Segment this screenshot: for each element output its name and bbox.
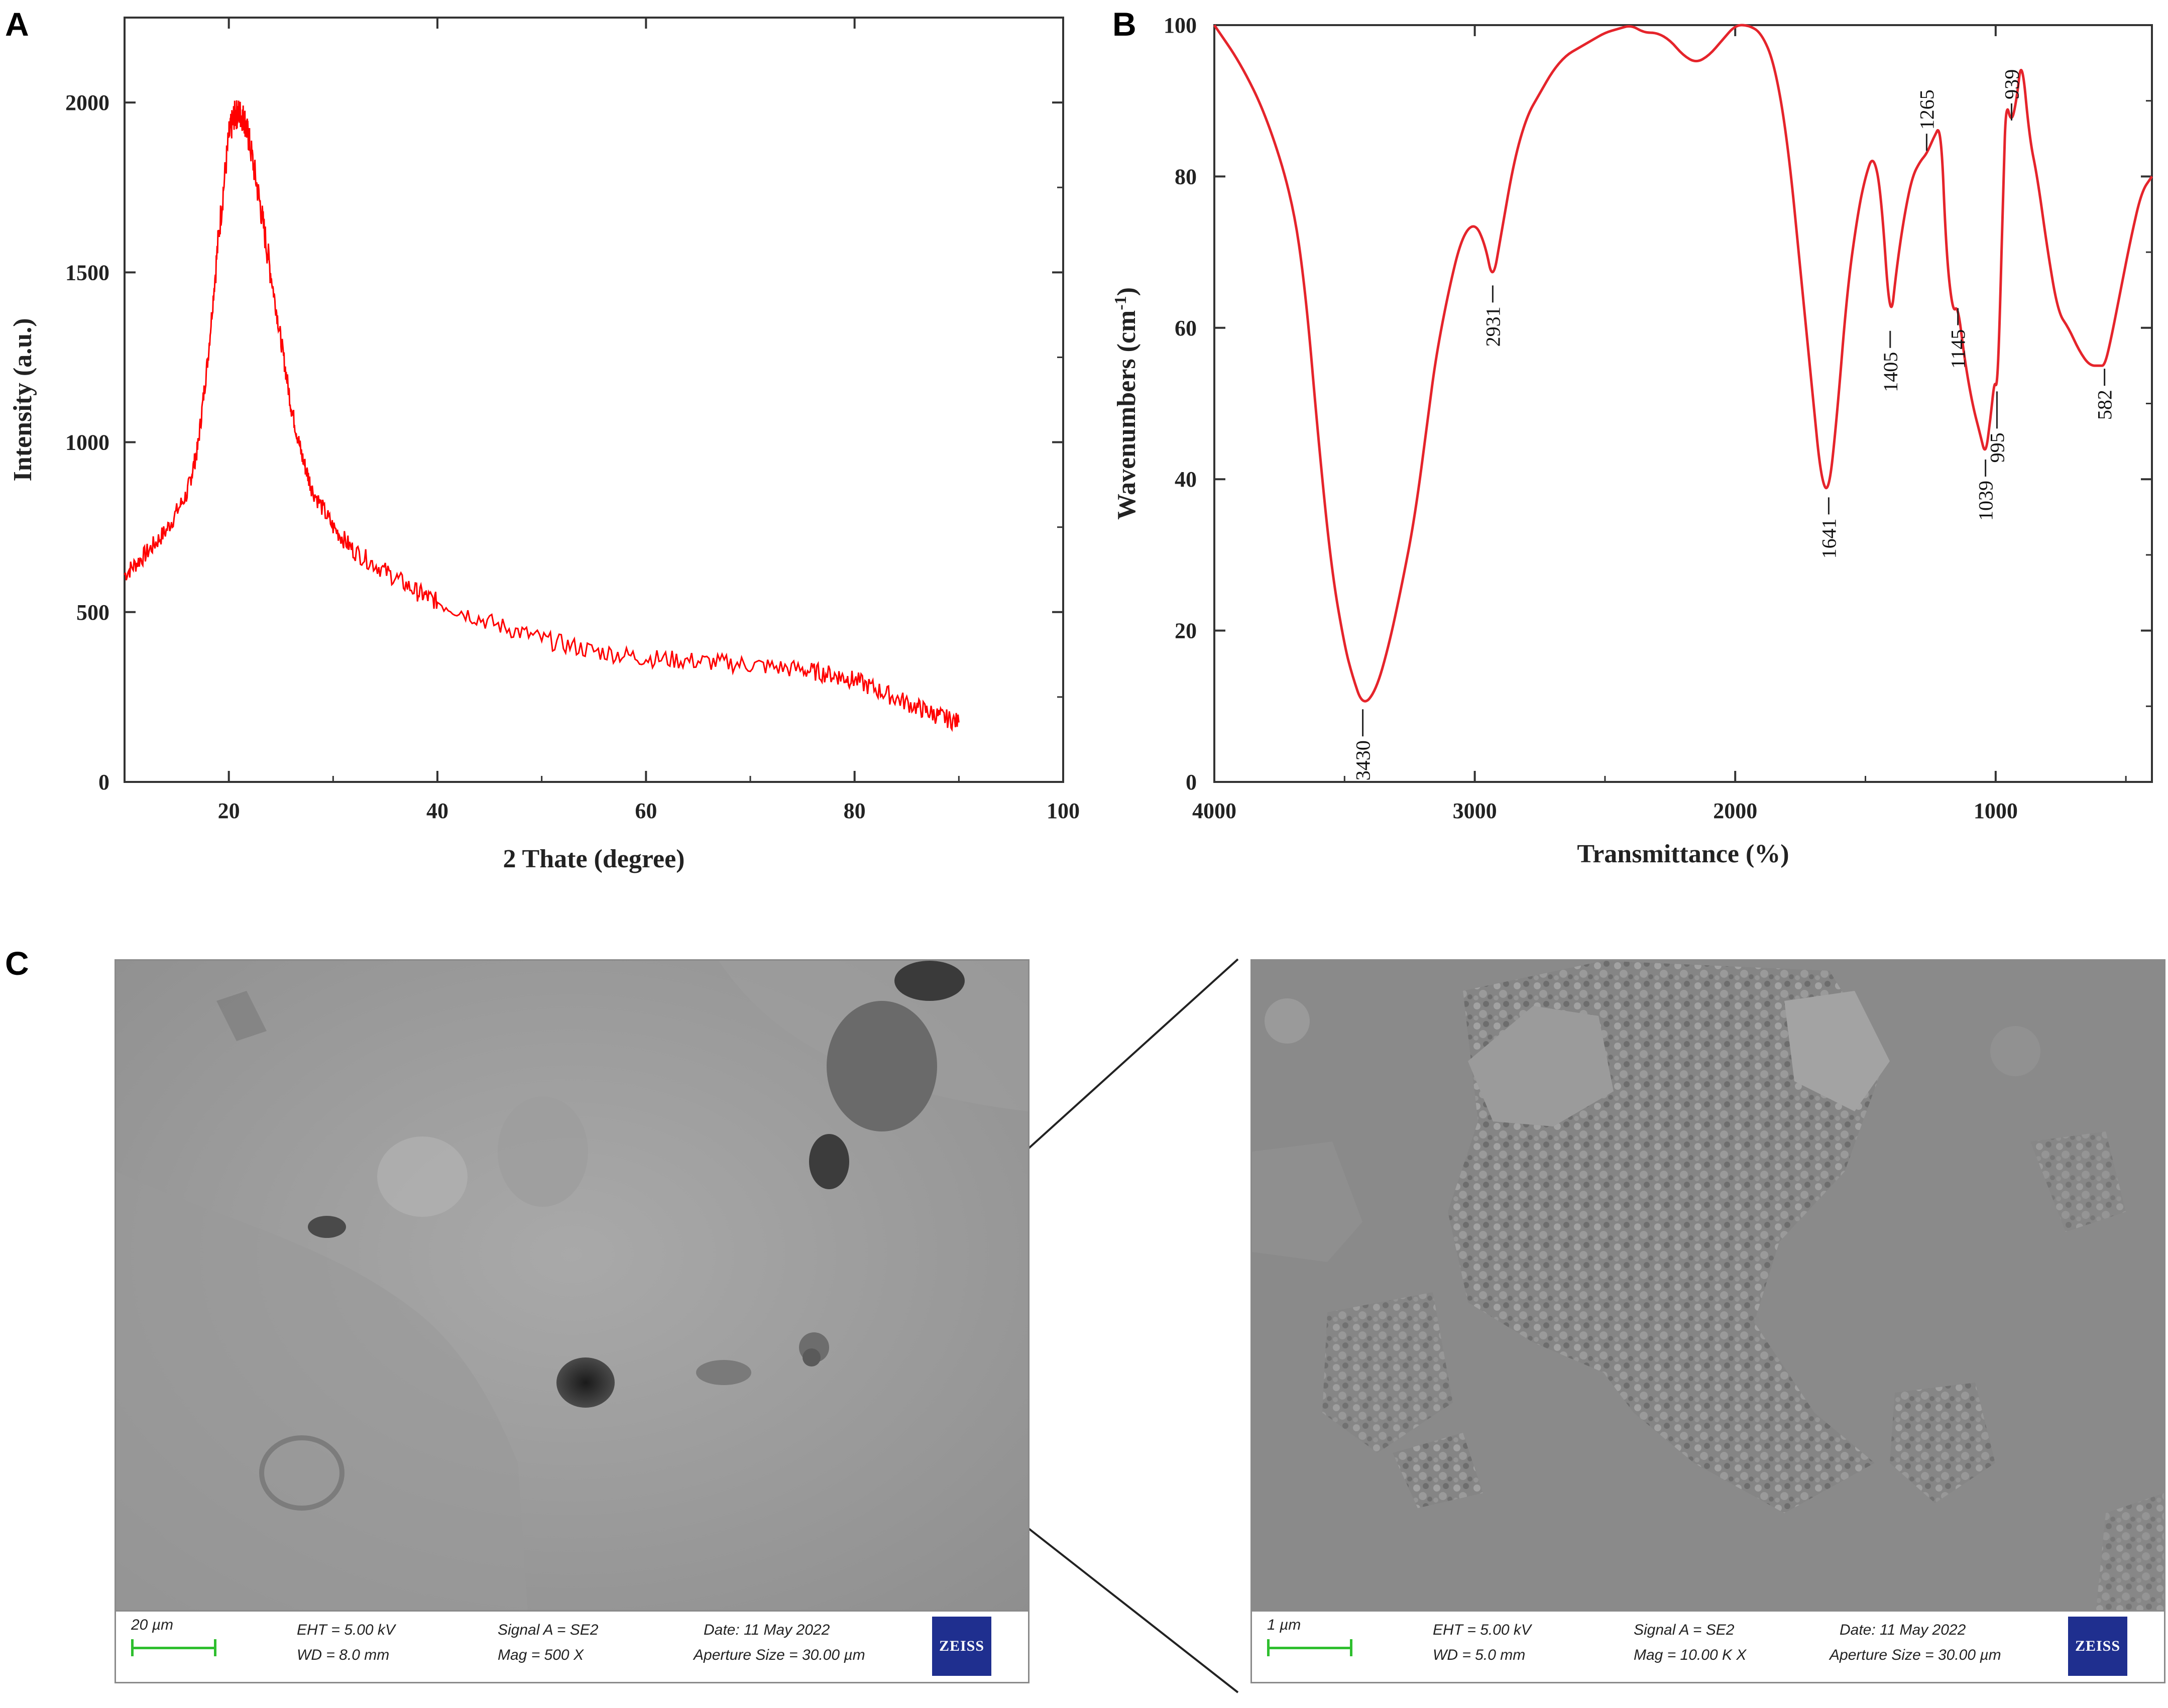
sem-aperture: Aperture Size = 30.00 µm: [1830, 1647, 2001, 1663]
ftir-y-axis-title: Wavenumbers (cm-1): [1111, 287, 1142, 520]
zeiss-logo: ZEISS: [932, 1617, 991, 1676]
sem-wd: WD = 5.0 mm: [1433, 1647, 1526, 1663]
ftir-series-line: [1213, 24, 2153, 703]
xrd-series-line: [124, 100, 960, 732]
ftir-y-axis-title-end: ): [1112, 287, 1141, 296]
xrd-x-tick-label: 40: [426, 799, 448, 823]
sem-image-low-mag: 20 µm EHT = 5.00 kV WD = 8.0 mm Signal A…: [115, 959, 1030, 1683]
ftir-y-tick-label: 40: [1175, 467, 1197, 492]
sem-wd: WD = 8.0 mm: [297, 1647, 390, 1663]
sem-signal: Signal A = SE2: [1634, 1622, 1735, 1638]
ftir-x-tick-label: 4000: [1192, 799, 1236, 823]
sem-eht: EHT = 5.00 kV: [1433, 1622, 1531, 1638]
xrd-y-tick-label: 0: [98, 770, 109, 794]
xrd-y-axis-title: Intensity (a.u.): [9, 318, 37, 481]
ftir-peak-label: 1265: [1915, 89, 1938, 130]
xrd-y-tick-label: 1500: [65, 260, 109, 285]
sem-scale-label: 20 µm: [131, 1617, 173, 1633]
ftir-peak-label: 582: [2094, 390, 2116, 420]
xrd-x-tick-label: 100: [1047, 799, 1080, 823]
panel-label-b: B: [1112, 6, 1136, 43]
ftir-peak-label: 995: [1986, 432, 2008, 463]
sem-date: Date: 11 May 2022: [1840, 1622, 1966, 1638]
ftir-peak-label: 939: [2000, 69, 2023, 99]
ftir-peak-label: 1145: [1947, 329, 1970, 369]
sem-mag: Mag = 10.00 K X: [1634, 1647, 1747, 1663]
ftir-y-tick-label: 80: [1175, 164, 1197, 189]
ftir-y-tick-label: 0: [1186, 770, 1197, 794]
xrd-x-tick-label: 60: [635, 799, 657, 823]
ftir-peak-label: 1039: [1975, 481, 1997, 521]
sem-signal: Signal A = SE2: [498, 1622, 599, 1638]
sem-image-high-mag: 1 µm EHT = 5.00 kV WD = 5.0 mm Signal A …: [1250, 959, 2165, 1683]
ftir-peak-label: 2931: [1481, 306, 1504, 347]
sem-info-bar-low: 20 µm EHT = 5.00 kV WD = 8.0 mm Signal A…: [116, 1610, 1028, 1682]
ftir-x-tick-label: 1000: [1974, 799, 2018, 823]
xrd-x-axis-title: 2 Thate (degree): [503, 845, 685, 873]
sem-aperture: Aperture Size = 30.00 µm: [694, 1647, 865, 1663]
xrd-x-tick-label: 20: [218, 799, 240, 823]
ftir-x-tick-label: 2000: [1713, 799, 1757, 823]
sem-eht: EHT = 5.00 kV: [297, 1622, 395, 1638]
sem-scale-bar: [131, 1647, 216, 1649]
ftir-y-axis-title-main: Wavenumbers (cm: [1112, 310, 1141, 520]
ftir-y-tick-label: 60: [1175, 316, 1197, 340]
ftir-peak-label: 1641: [1817, 518, 1840, 558]
sem-info-bar-high: 1 µm EHT = 5.00 kV WD = 5.0 mm Signal A …: [1252, 1610, 2164, 1682]
sem-mag: Mag = 500 X: [498, 1647, 584, 1663]
sem-scale-bar: [1267, 1647, 1352, 1649]
sem-scale-label: 1 µm: [1267, 1617, 1301, 1633]
panel-label-c: C: [5, 945, 29, 982]
ftir-chart: 4000 3000 2000 1000 0 20 40 60 80 100 3430 2931 164…: [1111, 13, 2153, 868]
xrd-x-tick-label: 80: [844, 799, 866, 823]
xrd-y-tick-label: 2000: [65, 90, 109, 115]
ftir-plot-frame: [1213, 24, 2153, 783]
ftir-x-tick-label: 3000: [1453, 799, 1497, 823]
sem-micrograph-low: [116, 961, 1028, 1612]
zeiss-logo: ZEISS: [2068, 1617, 2127, 1676]
sem-micrograph-high: [1252, 961, 2164, 1612]
ftir-y-axis-title-sup: -1: [1111, 296, 1130, 310]
xrd-plot-frame: [124, 17, 1064, 783]
ftir-peak-label: 1405: [1879, 352, 1902, 392]
xrd-y-tick-label: 1000: [65, 430, 109, 455]
xrd-y-tick-label: 500: [76, 600, 109, 625]
ftir-y-tick-label: 100: [1164, 13, 1197, 38]
ftir-peak-label: 3430: [1352, 740, 1375, 780]
panel-label-a: A: [5, 6, 29, 43]
ftir-x-axis-title: Transmittance (%): [1577, 840, 1789, 868]
sem-date: Date: 11 May 2022: [704, 1622, 830, 1638]
ftir-y-tick-label: 20: [1175, 619, 1197, 643]
